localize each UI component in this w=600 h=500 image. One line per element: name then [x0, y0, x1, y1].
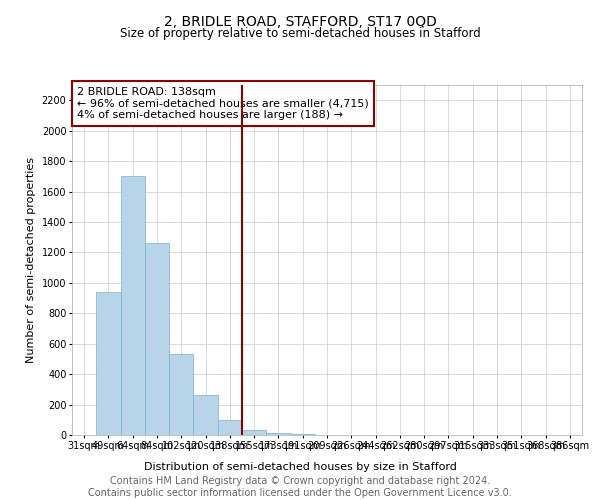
Bar [145, 244, 169, 435]
Text: Contains HM Land Registry data © Crown copyright and database right 2024.
Contai: Contains HM Land Registry data © Crown c… [88, 476, 512, 498]
Text: 2 BRIDLE ROAD: 138sqm
← 96% of semi-detached houses are smaller (4,715)
4% of se: 2 BRIDLE ROAD: 138sqm ← 96% of semi-deta… [77, 87, 369, 120]
Bar [193, 396, 218, 435]
Bar [169, 354, 193, 435]
Bar [242, 430, 266, 435]
Text: 2, BRIDLE ROAD, STAFFORD, ST17 0QD: 2, BRIDLE ROAD, STAFFORD, ST17 0QD [164, 15, 436, 29]
Text: Distribution of semi-detached houses by size in Stafford: Distribution of semi-detached houses by … [143, 462, 457, 472]
Bar [290, 434, 315, 435]
Bar [96, 292, 121, 435]
Bar [121, 176, 145, 435]
Text: Size of property relative to semi-detached houses in Stafford: Size of property relative to semi-detach… [119, 28, 481, 40]
Bar [218, 420, 242, 435]
Bar [266, 434, 290, 435]
Y-axis label: Number of semi-detached properties: Number of semi-detached properties [26, 157, 36, 363]
